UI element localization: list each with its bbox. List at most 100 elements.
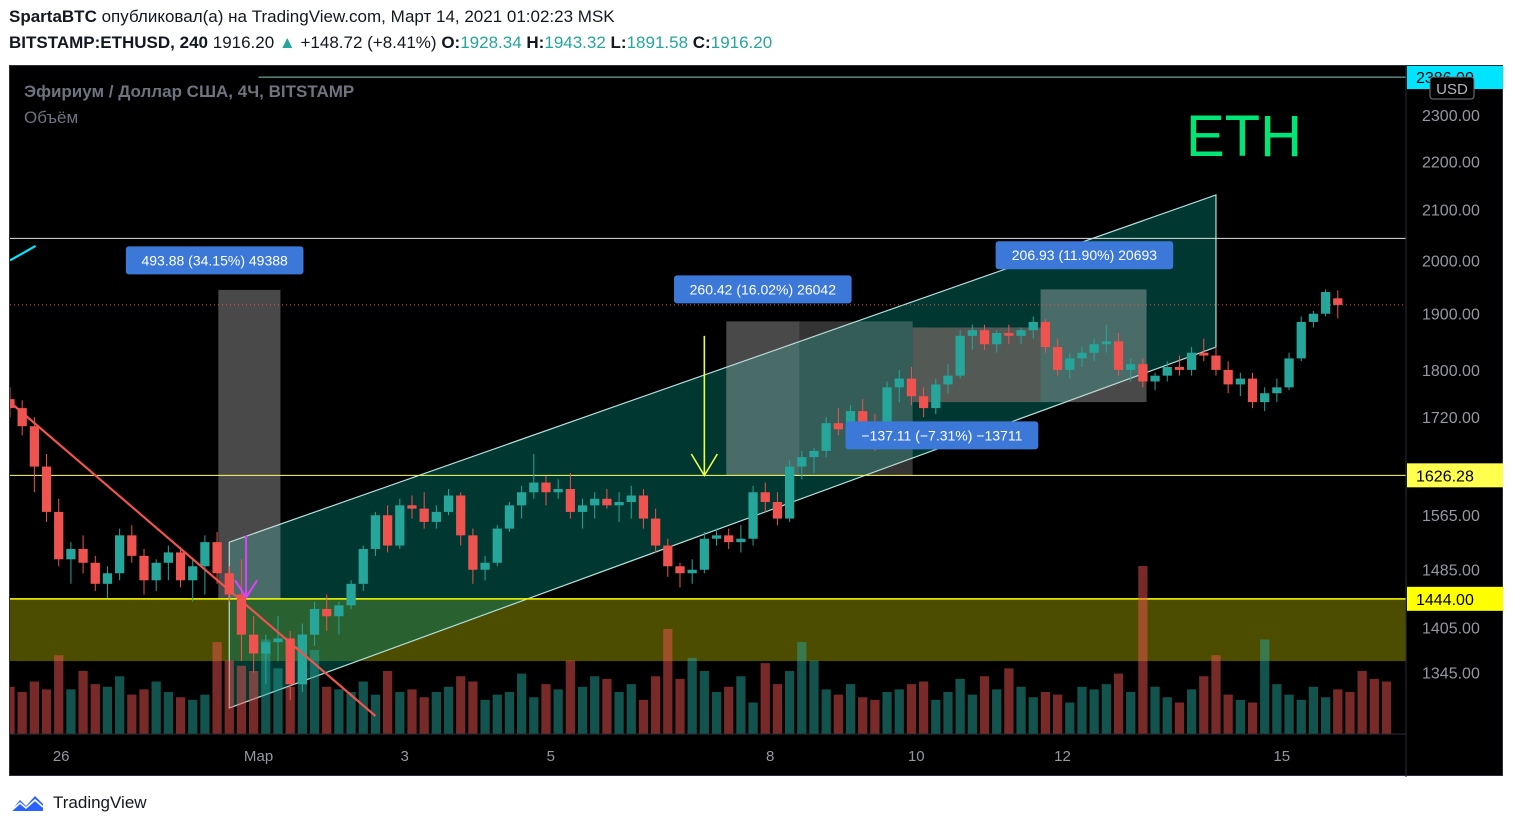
- candle: [382, 505, 393, 553]
- candle: [931, 378, 941, 415]
- volume-bar: [602, 678, 612, 734]
- candle: [407, 495, 417, 519]
- currency-button[interactable]: USD: [1429, 76, 1475, 100]
- candle-body: [687, 569, 697, 574]
- candle-body: [456, 495, 466, 536]
- candle-body: [358, 548, 368, 584]
- volume-bar: [614, 692, 624, 734]
- volume-bar: [1284, 694, 1294, 734]
- volume-bar: [1077, 686, 1087, 734]
- open-label: O:: [441, 33, 461, 52]
- candle-body: [102, 573, 113, 584]
- price-label-text: 1444.00: [1416, 592, 1474, 609]
- volume-bar: [663, 629, 673, 734]
- measure-label-2: 260.42 (16.02%) 26042: [674, 275, 852, 304]
- volume-bar: [236, 665, 247, 734]
- measure-label-bg: [845, 421, 1039, 450]
- candle: [833, 408, 843, 436]
- volume-bar: [626, 684, 636, 734]
- measure-label-bg: [674, 275, 852, 304]
- candle-body: [41, 466, 52, 512]
- candle: [1004, 324, 1014, 345]
- volume-bar: [699, 671, 709, 734]
- volume-bar: [943, 692, 953, 734]
- chart-panel[interactable]: 493.88 (34.15%) 49388 260.42 (16.02%) 260…: [9, 65, 1504, 777]
- candle: [492, 525, 502, 567]
- candle-body: [1308, 313, 1319, 322]
- volume-bar: [858, 697, 868, 734]
- candle-body: [273, 638, 283, 643]
- volume-bar: [1113, 673, 1124, 734]
- candle-body: [1260, 393, 1270, 403]
- candle: [1101, 324, 1111, 353]
- high-value: 1943.32: [544, 33, 606, 52]
- candle-body: [163, 552, 173, 563]
- candle-body: [504, 505, 515, 529]
- candle-body: [407, 505, 417, 509]
- volume-bar: [151, 681, 161, 734]
- volume-bar: [1162, 697, 1172, 734]
- volume-bar: [992, 689, 1002, 734]
- candle: [638, 489, 649, 529]
- volume-bar: [1308, 686, 1319, 734]
- publish-line: SpartaBTC опубликовал(а) на TradingView.…: [9, 7, 615, 27]
- volume-bar: [1199, 676, 1209, 734]
- candle: [943, 364, 953, 394]
- candle-body: [979, 330, 990, 345]
- candle-body: [151, 562, 161, 581]
- volume-bar: [1272, 684, 1282, 734]
- candle: [760, 482, 770, 512]
- volume-bar: [1052, 694, 1063, 734]
- volume-bar: [590, 676, 600, 734]
- volume-bar: [212, 642, 222, 734]
- candle-body: [1089, 344, 1099, 353]
- author-name[interactable]: SpartaBTC: [9, 7, 97, 26]
- candle: [724, 528, 734, 549]
- candle-body: [17, 408, 27, 427]
- candle-body: [419, 508, 429, 522]
- chart-svg[interactable]: 493.88 (34.15%) 49388 260.42 (16.02%) 260…: [10, 66, 1504, 777]
- price-tick: 1405.00: [1422, 620, 1480, 637]
- volume-bar: [918, 681, 929, 734]
- volume-bar: [529, 697, 539, 734]
- volume-bar: [1089, 689, 1099, 734]
- candle-body: [821, 423, 831, 451]
- volume-bar: [650, 676, 661, 734]
- candle-body: [894, 378, 904, 388]
- volume-bar: [115, 676, 125, 734]
- volume-bar: [443, 686, 454, 734]
- volume-bar: [1150, 686, 1160, 734]
- currency-button-bg: [1429, 76, 1475, 100]
- footer: TradingView: [9, 792, 147, 814]
- measure-label-bg: [125, 246, 304, 275]
- candle-body: [468, 535, 478, 570]
- candle-body: [1333, 298, 1343, 305]
- volume-bar: [760, 663, 770, 734]
- volume-bar: [480, 699, 490, 734]
- candle: [1260, 387, 1270, 412]
- time-tick: Мар: [244, 748, 273, 765]
- candle-body: [553, 489, 563, 493]
- candle-body: [200, 542, 210, 567]
- last-price: 1916.20: [212, 33, 275, 52]
- candle-body: [626, 495, 636, 503]
- footer-brand[interactable]: TradingView: [53, 793, 147, 812]
- candle-body: [955, 335, 965, 376]
- tradingview-logo-icon[interactable]: [9, 793, 45, 813]
- volume-bar: [516, 673, 527, 734]
- candle: [967, 324, 977, 350]
- candle: [90, 555, 100, 591]
- candle: [1296, 316, 1306, 362]
- measure-label-1: 493.88 (34.15%) 49388: [125, 246, 304, 275]
- candle-body: [1284, 358, 1294, 388]
- candle-body: [127, 535, 137, 556]
- candle: [1223, 361, 1233, 394]
- volume-bar: [979, 676, 990, 734]
- candle: [456, 492, 466, 546]
- candle: [1089, 338, 1099, 362]
- candle-body: [992, 333, 1002, 345]
- candle: [1150, 372, 1160, 391]
- volume-bar: [833, 694, 843, 734]
- candle-body: [797, 457, 807, 467]
- symbol-name[interactable]: BITSTAMP:ETHUSD, 240: [9, 33, 208, 52]
